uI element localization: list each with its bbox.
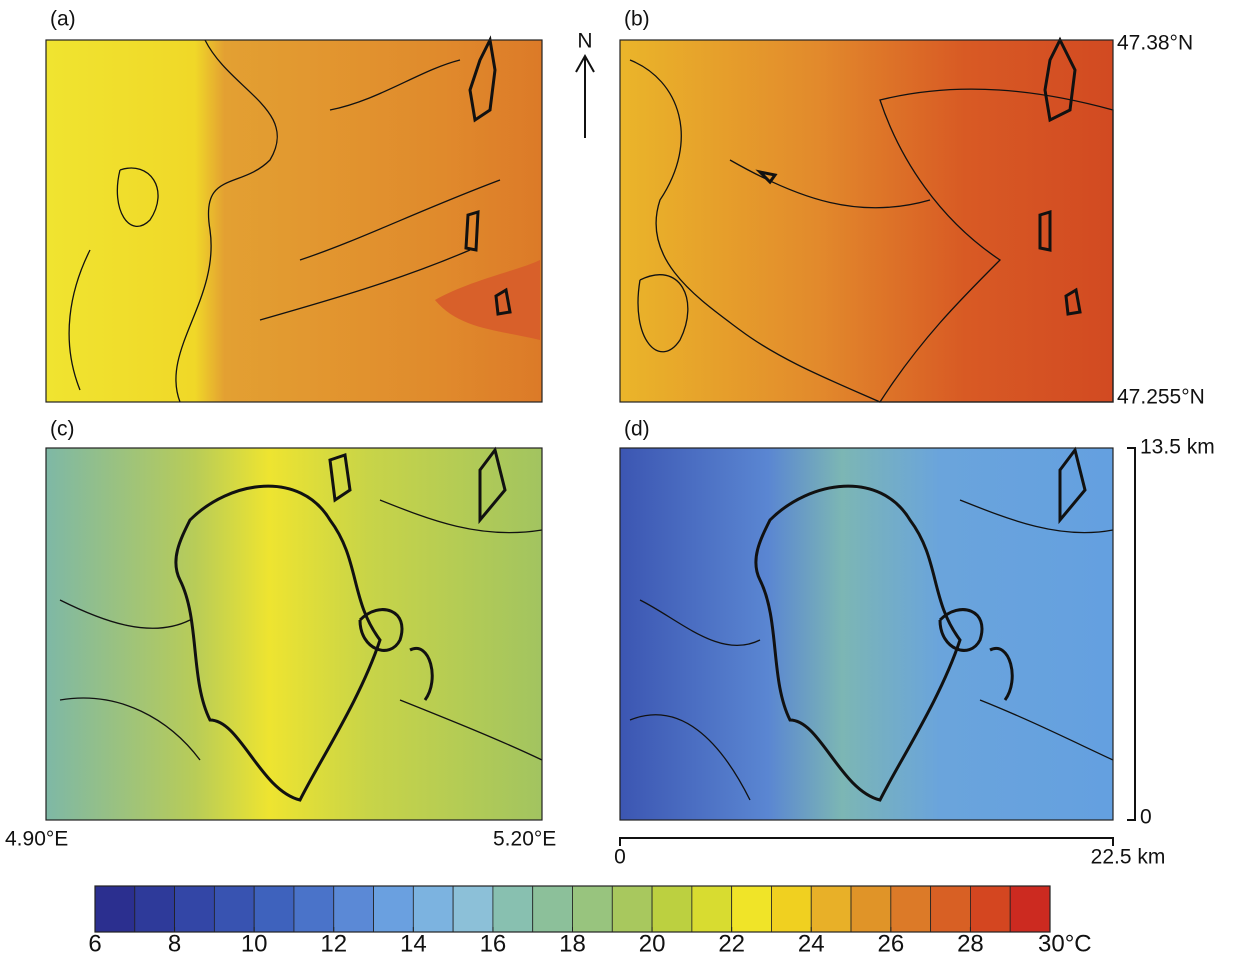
longitude-label: 4.90°E xyxy=(5,828,68,851)
color-cell xyxy=(850,885,892,933)
panel-label: (b) xyxy=(624,8,650,31)
north-arrow xyxy=(575,53,595,138)
scale-label: 22.5 km xyxy=(1091,846,1166,869)
contour xyxy=(629,499,1114,801)
tick-label: 26 xyxy=(877,930,904,957)
longitude-label: 5.20°E xyxy=(493,828,556,851)
panel-label: (a) xyxy=(50,8,76,31)
latitude-label: 47.38°N xyxy=(1117,32,1193,55)
city-region xyxy=(174,484,382,802)
panel-c xyxy=(45,446,543,821)
panel-b xyxy=(619,36,1114,403)
color-cell xyxy=(890,885,932,933)
tick-label: 28 xyxy=(957,930,984,957)
color-cell xyxy=(771,885,812,933)
panel-label: (d) xyxy=(624,418,650,441)
color-cell xyxy=(94,885,136,933)
tick-label: 24 xyxy=(798,930,825,957)
contour xyxy=(175,39,278,403)
warm-region xyxy=(878,88,1114,403)
contour xyxy=(637,159,931,353)
scale-label: 0 xyxy=(1140,806,1152,829)
scale-label: 13.5 km xyxy=(1140,436,1215,459)
color-cell xyxy=(293,885,335,933)
vertical-scale-bar xyxy=(1127,447,1136,821)
color-cell xyxy=(651,885,693,933)
color-cell xyxy=(810,885,852,933)
contour xyxy=(68,167,159,391)
warm-region xyxy=(435,260,540,340)
contour xyxy=(259,59,501,321)
frame xyxy=(45,39,543,403)
color-cell xyxy=(134,885,175,933)
color-cell xyxy=(532,885,573,933)
map xyxy=(620,448,1113,820)
city-region xyxy=(754,484,962,802)
tick-label: 22 xyxy=(718,930,745,957)
colorbar: 6 8 10 12 14 16 18 20 22 24 26 28 30°C xyxy=(88,885,1092,957)
color-cell xyxy=(691,885,733,933)
contour xyxy=(629,59,881,403)
panel-d xyxy=(619,446,1114,821)
contour xyxy=(59,499,543,761)
map xyxy=(46,448,542,820)
tick-label: 16 xyxy=(480,930,507,957)
city-contour xyxy=(755,36,1082,316)
color-cell xyxy=(492,885,534,933)
horizontal-scale-bar xyxy=(619,837,1114,846)
panel-a xyxy=(45,35,543,403)
city-contour xyxy=(328,446,507,701)
tick-label: 6 xyxy=(88,930,101,957)
tick-label: 12 xyxy=(320,930,347,957)
latitude-label: 47.255°N xyxy=(1117,386,1205,409)
frame xyxy=(619,39,1114,403)
color-cell xyxy=(213,885,255,933)
color-cell xyxy=(333,885,374,933)
map xyxy=(620,40,1113,402)
scale-label: 0 xyxy=(614,846,626,869)
color-cell xyxy=(1009,885,1051,933)
color-cell xyxy=(412,885,454,933)
city-contour xyxy=(938,446,1087,701)
panel-label: (c) xyxy=(50,418,75,441)
north-label: N xyxy=(577,30,592,53)
color-cell xyxy=(930,885,971,933)
frame xyxy=(45,447,543,821)
tick-label: 20 xyxy=(639,930,666,957)
tick-label: 30°C xyxy=(1038,930,1092,957)
tick-label: 8 xyxy=(168,930,181,957)
tick-label: 18 xyxy=(559,930,586,957)
color-cell xyxy=(373,885,414,933)
frame xyxy=(619,447,1114,821)
color-cell xyxy=(452,885,494,933)
color-cell xyxy=(611,885,653,933)
color-cell xyxy=(572,885,613,933)
tick-label: 10 xyxy=(241,930,268,957)
color-cell xyxy=(731,885,772,933)
color-cell xyxy=(970,885,1011,933)
tick-label: 14 xyxy=(400,930,427,957)
map xyxy=(46,40,542,402)
color-cell xyxy=(174,885,215,933)
color-cell xyxy=(253,885,295,933)
